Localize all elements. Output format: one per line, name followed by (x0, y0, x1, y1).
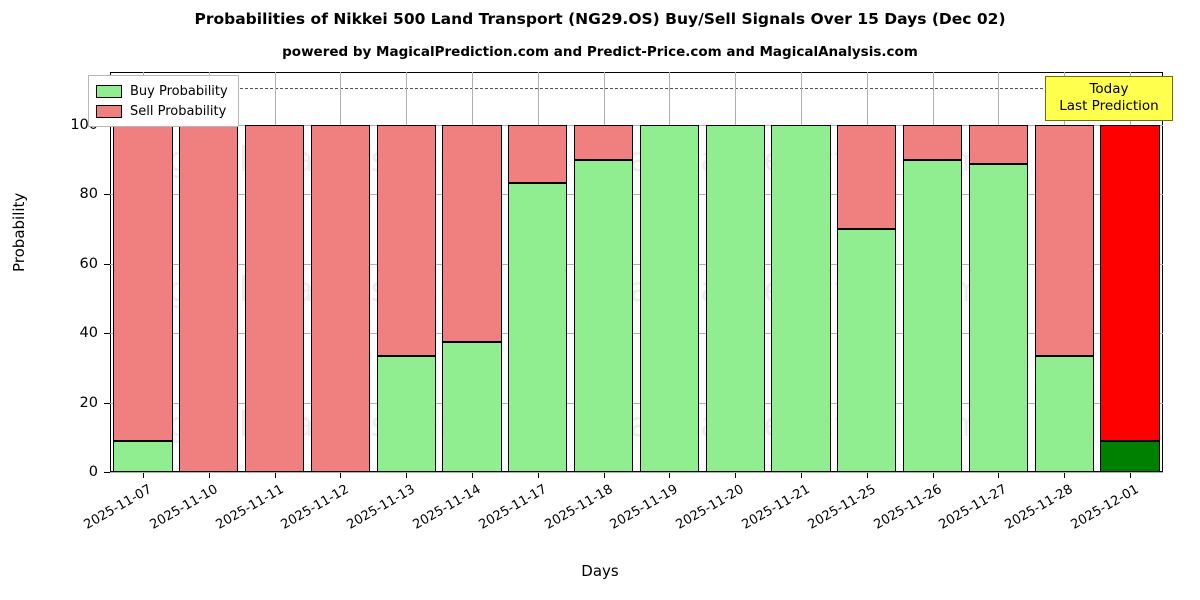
gridline-y-40 (110, 333, 1163, 335)
bar-segment-buy[interactable] (705, 125, 765, 472)
bar-segment-sell[interactable] (1100, 125, 1160, 441)
legend-swatch-sell (96, 104, 122, 118)
gridline-y-0 (110, 472, 1163, 473)
bar-segment-buy[interactable] (968, 163, 1029, 472)
gridline-y-100 (110, 125, 1163, 126)
x-axis-label: Days (581, 562, 619, 580)
bar-segment-buy[interactable] (639, 125, 699, 472)
bar-segment-sell[interactable] (508, 125, 568, 183)
x-tick-mark (801, 472, 803, 478)
x-tick-mark (406, 472, 408, 478)
x-tick-mark (1064, 472, 1066, 478)
y-tick-label-0: 0 (88, 464, 98, 480)
x-tick-mark (537, 472, 539, 478)
bar-segment-buy[interactable] (771, 125, 831, 472)
bar-group[interactable] (310, 72, 370, 472)
plot-area: MagicalAnalysis.comMagicalPrediction.com… (110, 72, 1163, 473)
x-tick-mark (471, 472, 473, 478)
bar-group[interactable] (508, 72, 568, 472)
today-label-line2: Last Prediction (1059, 98, 1159, 114)
legend-item-buy[interactable]: Buy Probability (96, 81, 228, 101)
x-tick-mark (669, 472, 671, 478)
y-tick-label-80: 80 (79, 186, 98, 203)
bar-group[interactable] (573, 72, 634, 472)
bar-segment-buy[interactable] (903, 159, 963, 472)
chart-legend: Buy Probability Sell Probability (88, 75, 239, 127)
legend-swatch-buy (96, 84, 122, 98)
x-tick-mark (998, 472, 1000, 478)
y-axis-label: Probability (10, 192, 28, 272)
y-tick-mark (104, 472, 110, 473)
today-label-line1: Today (1089, 81, 1129, 97)
x-tick-mark (603, 472, 605, 478)
bar-segment-sell[interactable] (113, 125, 173, 441)
bar-group[interactable] (968, 72, 1029, 472)
legend-item-sell[interactable]: Sell Probability (96, 101, 228, 121)
y-tick-label-60: 60 (79, 255, 98, 272)
bar-segment-buy[interactable] (113, 440, 173, 472)
x-tick-mark (208, 472, 210, 478)
bar-segment-sell[interactable] (837, 125, 897, 230)
x-tick-mark (340, 472, 342, 478)
gridline-y-60 (110, 263, 1163, 265)
bar-segment-sell[interactable] (1034, 125, 1094, 357)
bar-group[interactable] (903, 72, 963, 472)
bar-group[interactable] (113, 72, 173, 472)
chart-subtitle: powered by MagicalPrediction.com and Pre… (282, 44, 918, 60)
y-tick-label-20: 20 (79, 394, 98, 411)
bar-segment-sell[interactable] (244, 125, 305, 472)
chart-title: Probabilities of Nikkei 500 Land Transpo… (194, 10, 1006, 28)
bar-series-layer (110, 72, 1163, 472)
y-tick-mark (104, 194, 110, 196)
x-tick-mark (142, 472, 144, 478)
bar-segment-sell[interactable] (310, 125, 370, 472)
y-tick-mark (104, 263, 110, 265)
y-tick-mark (104, 402, 110, 404)
x-tick-mark (932, 472, 934, 478)
bar-group[interactable] (442, 72, 502, 472)
bar-segment-sell[interactable] (903, 125, 963, 160)
y-tick-mark (104, 333, 110, 335)
dashed-reference-line (110, 88, 1163, 89)
bar-segment-buy[interactable] (442, 341, 502, 472)
bar-group[interactable] (1100, 72, 1160, 472)
today-annotation: Today Last Prediction (1045, 76, 1173, 121)
bar-group[interactable] (1034, 72, 1094, 472)
bar-segment-buy[interactable] (376, 356, 436, 472)
x-tick-mark (866, 472, 868, 478)
bar-group[interactable] (639, 72, 699, 472)
bar-segment-buy[interactable] (837, 229, 897, 472)
bar-segment-sell[interactable] (573, 125, 634, 160)
bar-segment-buy[interactable] (573, 159, 634, 472)
gridline-y-80 (110, 194, 1163, 196)
bar-segment-buy[interactable] (508, 182, 568, 472)
legend-label-buy: Buy Probability (130, 83, 228, 99)
bar-segment-sell[interactable] (968, 125, 1029, 164)
bar-segment-sell[interactable] (179, 125, 239, 472)
bar-group[interactable] (179, 72, 239, 472)
legend-label-sell: Sell Probability (130, 103, 227, 119)
bar-segment-buy[interactable] (1034, 356, 1094, 472)
bar-group[interactable] (771, 72, 831, 472)
gridline-y-20 (110, 402, 1163, 404)
x-tick-mark (735, 472, 737, 478)
y-tick-label-40: 40 (79, 325, 98, 342)
x-tick-mark (274, 472, 276, 478)
bar-segment-buy[interactable] (1100, 440, 1160, 472)
bar-segment-sell[interactable] (442, 125, 502, 342)
bar-segment-sell[interactable] (376, 125, 436, 357)
bar-group[interactable] (705, 72, 765, 472)
bar-group[interactable] (376, 72, 436, 472)
bar-group[interactable] (244, 72, 305, 472)
x-tick-mark (1130, 472, 1132, 478)
bar-group[interactable] (837, 72, 897, 472)
